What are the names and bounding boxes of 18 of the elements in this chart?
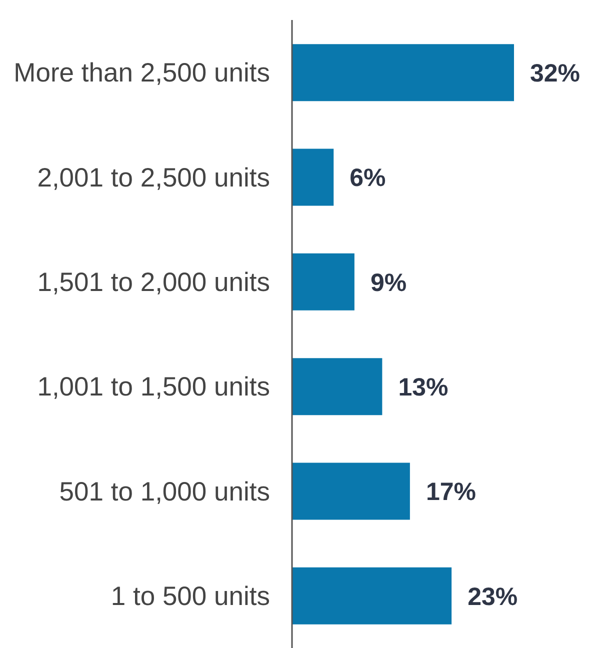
bar xyxy=(292,253,354,310)
data-label: 32% xyxy=(530,59,580,88)
bar xyxy=(292,462,410,520)
y-tick-label: More than 2,500 units xyxy=(14,58,270,88)
y-tick-label: 2,001 to 2,500 units xyxy=(37,162,270,192)
y-tick-label: 1,001 to 1,500 units xyxy=(37,372,270,402)
bar xyxy=(292,44,514,102)
bar xyxy=(292,358,382,416)
bar xyxy=(292,148,334,206)
data-label: 6% xyxy=(350,164,386,192)
data-label: 13% xyxy=(398,373,448,402)
data-label: 9% xyxy=(370,268,407,297)
bar xyxy=(292,567,452,624)
y-tick-label: 1 to 500 units xyxy=(110,581,270,612)
data-label: 23% xyxy=(468,582,518,611)
data-label: 17% xyxy=(426,478,476,506)
y-tick-label: 1,501 to 2,000 units xyxy=(37,267,270,298)
y-tick-label: 501 to 1,000 units xyxy=(59,476,270,506)
